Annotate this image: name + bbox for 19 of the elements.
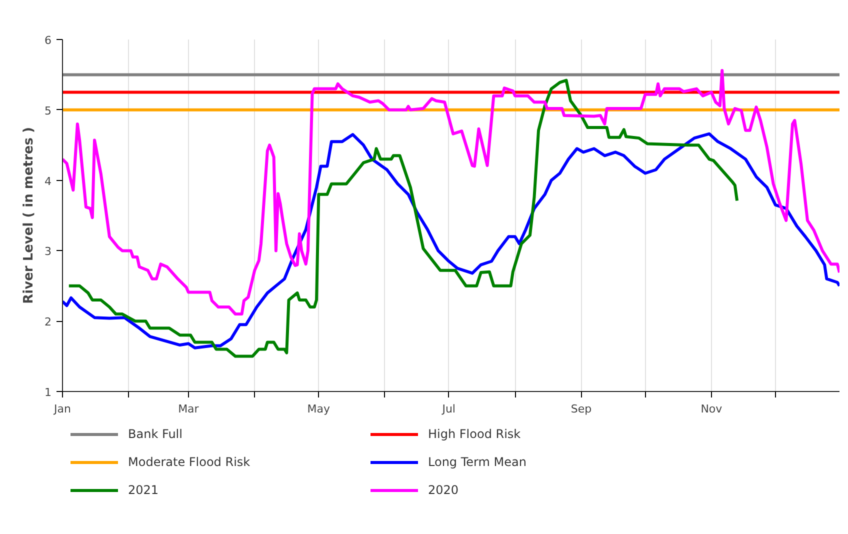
legend-label: Bank Full — [128, 426, 184, 442]
y-axis-title: River Level ( in metres ) — [22, 127, 36, 304]
legend-label: Moderate Flood Risk — [128, 454, 252, 470]
y-tick-label: 5 — [44, 104, 52, 118]
legend-label: 2021 — [128, 482, 160, 498]
y-tick-label: 4 — [44, 174, 52, 188]
y-tick-label: 1 — [44, 386, 52, 399]
x-tick-label: Jan — [53, 402, 72, 416]
x-tick-label: Jul — [441, 402, 456, 416]
legend-label: High Flood Risk — [428, 426, 522, 442]
y-tick-label: 3 — [44, 245, 52, 258]
legend-label: 2020 — [428, 482, 460, 498]
x-tick-label: May — [307, 402, 331, 416]
x-tick-label: Sep — [570, 402, 592, 416]
y-tick-label: 2 — [44, 316, 52, 329]
legend-label: Long Term Mean — [428, 454, 528, 470]
x-tick-label: Nov — [700, 402, 723, 416]
x-tick-label: Mar — [178, 402, 200, 416]
y-tick-label: 6 — [44, 34, 52, 47]
